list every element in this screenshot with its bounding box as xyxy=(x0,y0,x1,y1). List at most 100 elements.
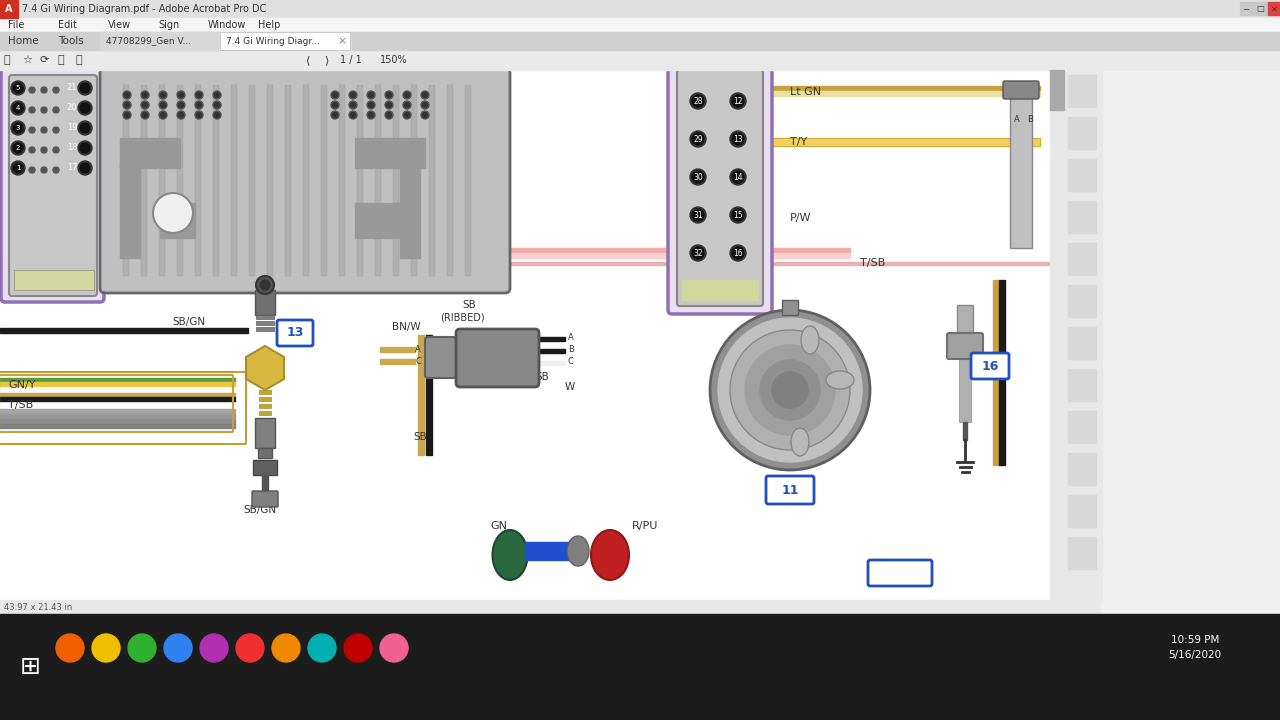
Circle shape xyxy=(195,111,204,119)
Circle shape xyxy=(124,112,129,117)
Bar xyxy=(0,253,850,258)
Circle shape xyxy=(79,143,90,153)
Circle shape xyxy=(403,91,411,99)
Bar xyxy=(1068,75,1096,107)
Circle shape xyxy=(141,111,148,119)
Bar xyxy=(959,357,972,422)
Circle shape xyxy=(236,634,264,662)
Circle shape xyxy=(195,101,204,109)
Bar xyxy=(256,327,274,331)
Circle shape xyxy=(692,247,704,259)
Bar xyxy=(1068,285,1096,317)
Bar xyxy=(760,138,1039,146)
Circle shape xyxy=(160,92,165,97)
Bar xyxy=(1068,243,1096,275)
Ellipse shape xyxy=(567,536,589,566)
Circle shape xyxy=(273,634,300,662)
Text: ✕: ✕ xyxy=(1271,4,1277,14)
Circle shape xyxy=(349,111,357,119)
Text: 16: 16 xyxy=(982,359,998,372)
Ellipse shape xyxy=(801,326,819,354)
Circle shape xyxy=(385,111,393,119)
Bar xyxy=(285,85,291,276)
Bar xyxy=(0,393,236,397)
Bar xyxy=(1068,327,1096,359)
Text: File: File xyxy=(8,20,24,30)
Bar xyxy=(0,600,1100,614)
Text: □: □ xyxy=(1256,4,1263,14)
Text: BN/W: BN/W xyxy=(392,322,421,332)
Text: 7.4 Gi Wiring Diagr...: 7.4 Gi Wiring Diagr... xyxy=(227,37,320,45)
Circle shape xyxy=(215,102,219,107)
Bar xyxy=(1254,2,1267,15)
Circle shape xyxy=(692,95,704,107)
Text: 150%: 150% xyxy=(380,55,407,65)
Circle shape xyxy=(333,92,338,97)
Bar xyxy=(535,349,564,353)
Circle shape xyxy=(159,91,166,99)
Bar xyxy=(259,448,273,458)
Bar xyxy=(0,378,236,382)
Bar xyxy=(355,138,425,168)
Circle shape xyxy=(333,102,338,107)
Circle shape xyxy=(197,92,201,97)
Circle shape xyxy=(79,83,90,93)
Circle shape xyxy=(29,127,35,133)
Circle shape xyxy=(52,87,59,93)
Circle shape xyxy=(351,92,356,97)
Text: A: A xyxy=(1014,115,1020,125)
Text: T/Y: T/Y xyxy=(790,137,808,147)
Ellipse shape xyxy=(791,428,809,456)
Circle shape xyxy=(123,111,131,119)
Bar xyxy=(120,163,140,258)
Bar xyxy=(1050,70,1064,600)
Text: 20: 20 xyxy=(67,104,77,112)
Text: B: B xyxy=(1027,115,1033,125)
Text: 1 / 1: 1 / 1 xyxy=(340,55,362,65)
Text: 17: 17 xyxy=(67,163,77,173)
Bar xyxy=(760,138,1039,146)
Text: A: A xyxy=(5,4,13,14)
Bar xyxy=(1068,453,1096,485)
Bar xyxy=(760,86,1039,91)
Bar xyxy=(256,315,274,319)
Bar xyxy=(0,419,236,423)
Text: GN/Y: GN/Y xyxy=(8,380,36,390)
Circle shape xyxy=(177,111,186,119)
Text: 2: 2 xyxy=(15,145,20,151)
Circle shape xyxy=(78,161,92,175)
Text: 28: 28 xyxy=(694,96,703,106)
Bar xyxy=(411,85,417,276)
Text: SB/GN: SB/GN xyxy=(243,505,276,515)
Text: 14: 14 xyxy=(733,173,742,181)
Circle shape xyxy=(128,634,156,662)
Circle shape xyxy=(41,107,47,113)
Text: 29: 29 xyxy=(694,135,703,143)
Circle shape xyxy=(41,87,47,93)
Ellipse shape xyxy=(591,530,628,580)
Circle shape xyxy=(41,127,47,133)
Bar xyxy=(998,280,1005,465)
Bar xyxy=(1068,495,1096,527)
Circle shape xyxy=(141,101,148,109)
Circle shape xyxy=(332,91,339,99)
Circle shape xyxy=(732,247,744,259)
Bar xyxy=(0,32,1280,50)
Text: Lt GN: Lt GN xyxy=(790,87,822,97)
Circle shape xyxy=(256,276,274,294)
Circle shape xyxy=(772,372,808,408)
Text: 1: 1 xyxy=(15,165,20,171)
Circle shape xyxy=(421,111,429,119)
Circle shape xyxy=(200,634,228,662)
Circle shape xyxy=(13,123,23,133)
Bar xyxy=(1068,411,1096,443)
Bar xyxy=(782,300,797,315)
Circle shape xyxy=(730,330,850,450)
Text: B: B xyxy=(568,346,573,354)
Text: 13: 13 xyxy=(287,326,303,340)
Circle shape xyxy=(12,101,26,115)
Bar xyxy=(0,0,18,18)
Bar xyxy=(1268,2,1280,15)
Bar xyxy=(0,0,1280,18)
Bar xyxy=(0,70,1064,600)
